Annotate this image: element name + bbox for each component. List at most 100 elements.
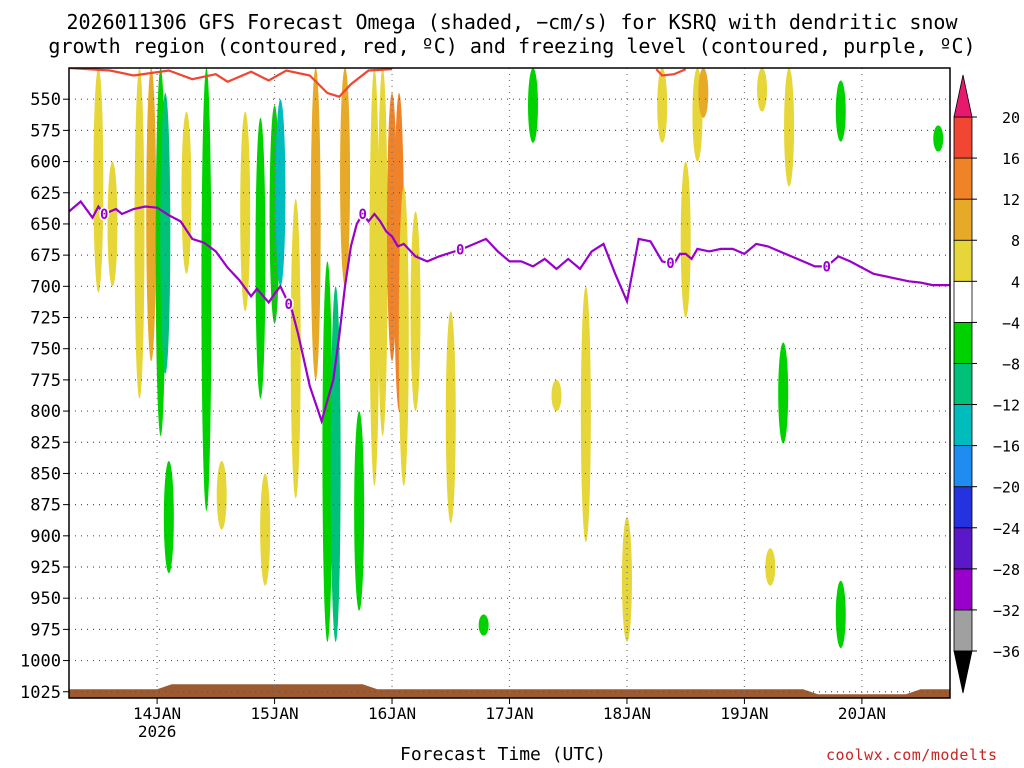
- colorbar-swatch: [953, 280, 973, 323]
- colorbar-tick-label: −32: [993, 602, 1020, 620]
- y-tick-label: 700: [30, 277, 61, 297]
- omega-shade-mark: [680, 161, 691, 318]
- y-tick-label: 600: [30, 153, 61, 173]
- omega-shade-mark: [93, 68, 104, 293]
- dgz-contour-line: [69, 68, 393, 98]
- terrain-fill: [69, 684, 950, 698]
- chart-title-line-1: 2026011306 GFS Forecast Omega (shaded, −…: [66, 10, 958, 34]
- colorbar-swatch: [953, 404, 973, 447]
- omega-shade-mark: [216, 460, 227, 530]
- y-tick-label: 750: [30, 340, 61, 360]
- colorbar-tick-label: −28: [993, 561, 1020, 579]
- x-tick-label: 19JAN: [720, 704, 768, 723]
- x-tick-label: 16JAN: [368, 704, 416, 723]
- freezing-level-label: 0: [822, 259, 830, 275]
- omega-shade-mark: [835, 80, 846, 142]
- omega-shade-mark: [621, 517, 632, 642]
- omega-shade-mark: [698, 68, 709, 118]
- colorbar-swatch: [953, 527, 973, 570]
- colorbar-swatch: [953, 116, 973, 159]
- omega-shade-mark: [551, 379, 562, 412]
- colorbar-swatch: [953, 609, 973, 652]
- colorbar-swatch: [953, 568, 973, 611]
- y-tick-label: 950: [30, 589, 61, 609]
- omega-shade-mark: [778, 342, 789, 444]
- colorbar-swatch: [953, 445, 973, 488]
- y-tick-label: 675: [30, 246, 61, 266]
- colorbar-swatch: [953, 486, 973, 529]
- colorbar-swatch: [953, 239, 973, 282]
- omega-shade-mark: [369, 68, 380, 486]
- y-tick-label: 975: [30, 620, 61, 640]
- omega-shade-mark: [240, 111, 251, 312]
- omega-shade-mark: [757, 68, 768, 112]
- omega-shade-mark: [377, 68, 388, 437]
- colorbar-tick-label: −20: [993, 479, 1020, 497]
- x-tick-label: 17JAN: [485, 704, 533, 723]
- y-tick-label: 650: [30, 215, 61, 235]
- y-tick-label: 625: [30, 184, 61, 204]
- omega-shade-mark: [478, 614, 489, 636]
- x-tick-label: 20JAN: [838, 704, 886, 723]
- freezing-level-label: 0: [456, 243, 464, 259]
- chart-title-line-2: growth region (contoured, red, ºC) and f…: [48, 34, 976, 58]
- omega-shade-mark: [765, 548, 776, 586]
- omega-shade-mark: [290, 198, 301, 499]
- y-tick-label: 1025: [20, 683, 61, 703]
- freezing-level-label: 0: [100, 207, 108, 223]
- y-tick-label: 800: [30, 402, 61, 422]
- omega-shade-mark: [445, 311, 456, 524]
- omega-shade-mark: [784, 68, 795, 187]
- colorbar-tick-label: −4: [1002, 314, 1020, 332]
- omega-shade-mark: [340, 68, 351, 287]
- omega-shade-mark: [107, 161, 118, 287]
- omega-shade-mark: [275, 99, 286, 287]
- colorbar-swatch: [953, 198, 973, 241]
- x-axis-title: Forecast Time (UTC): [400, 744, 606, 765]
- credit-link[interactable]: coolwx.com/modelts: [826, 746, 998, 764]
- y-tick-label: 725: [30, 309, 61, 329]
- omega-shade-mark: [354, 411, 365, 611]
- omega-shade-mark: [322, 261, 333, 642]
- colorbar-tick-label: 16: [1002, 150, 1020, 168]
- colorbar-tick-label: −36: [993, 643, 1020, 661]
- x-tick-label: 15JAN: [250, 704, 298, 723]
- y-tick-label: 1000: [20, 652, 61, 672]
- dgz-contour-line: [655, 68, 687, 77]
- colorbar-tick-label: 20: [1002, 109, 1020, 127]
- omega-shade-mark: [933, 125, 944, 152]
- y-tick-label: 875: [30, 496, 61, 516]
- colorbar-swatch: [953, 363, 973, 405]
- colorbar-over-arrow: [953, 74, 973, 118]
- freezing-level-label: 0: [284, 297, 292, 313]
- omega-shade-mark: [260, 473, 271, 586]
- y-tick-label: 900: [30, 527, 61, 547]
- colorbar-tick-label: −24: [993, 520, 1020, 538]
- colorbar-swatch: [953, 321, 973, 364]
- terrain-area: [69, 684, 950, 698]
- omega-shade-mark: [657, 68, 668, 143]
- y-tick-label: 550: [30, 90, 61, 110]
- colorbar-tick-label: 8: [1011, 232, 1020, 250]
- omega-shade-mark: [410, 211, 421, 412]
- x-tick-sublabel: 2026: [138, 722, 177, 741]
- omega-shade-mark: [134, 68, 145, 399]
- y-tick-label: 775: [30, 371, 61, 391]
- freezing-level-contour: 0 0 0 0 0 0: [69, 199, 950, 425]
- colorbar-tick-label: 4: [1011, 273, 1020, 291]
- omega-shade-mark: [255, 117, 266, 399]
- x-tick-label: 14JAN: [133, 704, 181, 723]
- colorbar-tick-label: −8: [1002, 355, 1020, 373]
- omega-shading: [93, 68, 944, 649]
- colorbar-under-arrow: [953, 650, 973, 694]
- freezing-level-label: 0: [666, 256, 674, 272]
- omega-shade-mark: [580, 286, 591, 543]
- y-tick-label: 825: [30, 433, 61, 453]
- omega-shade-mark: [527, 68, 538, 143]
- y-axis: 550 575 600 625 650 675 700 725 750 775 800 825 850 8…: [20, 90, 69, 703]
- grid-lines: [69, 68, 950, 698]
- omega-shade-mark: [835, 580, 846, 649]
- colorbar: −36 −32 −28 −24 −20 −16 −12 −8 −4 4 8 12 16 20: [953, 74, 1020, 694]
